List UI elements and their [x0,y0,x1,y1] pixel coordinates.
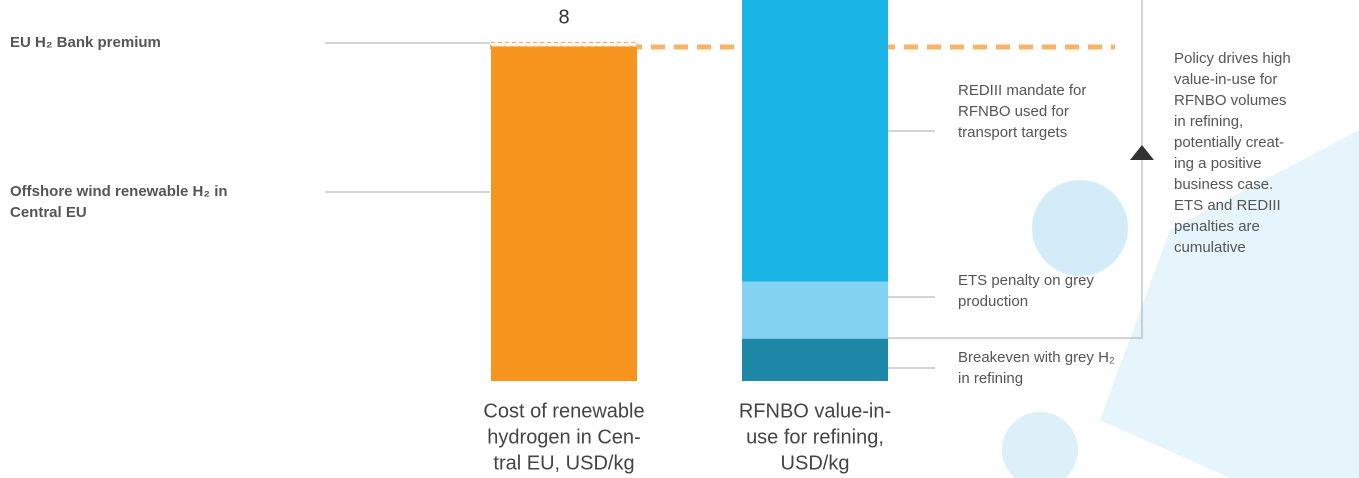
category-label: use for refining, [746,426,884,448]
category-label: USD/kg [781,452,850,474]
annotation-text: in refining, [1174,113,1243,130]
annotation-text: Policy drives high [1174,50,1291,67]
annotation-text: ETS and REDIII [1174,197,1281,214]
annotation-text: value-in-use for [1174,71,1277,88]
segment-label: REDIII mandate for RFNBO used for transp… [958,82,1087,141]
circle-decoration [1032,180,1128,276]
segment-label: ETS penalty on grey production [958,272,1094,310]
segment-label: EU H₂ Bank premium [10,34,161,51]
total-label: 8 [558,6,569,28]
category-label: tral EU, USD/kg [493,452,634,474]
annotation-text: penalties are [1174,218,1260,235]
bracket-line [888,0,1143,339]
category-label: RFNBO value-in- [739,400,891,422]
annotation-text: cumulative [1174,239,1246,256]
circle-decoration [1002,412,1078,478]
hexagon-shape [1100,130,1359,478]
category-label: Cost of renewable [483,400,644,422]
bar-segment [742,281,888,339]
annotation-text: ing a positive [1174,155,1262,172]
label-box: REDIII mandate for RFNBO used for transp… [958,82,1087,141]
category-label: hydrogen in Cen- [487,426,640,448]
bar-segment [742,338,888,381]
arrow-head [1130,145,1154,160]
segment-label: Offshore wind renewable H₂ in Central EU [10,183,228,221]
label-box: EU H₂ Bank premium [10,34,161,51]
label-box: Breakeven with grey H₂ in refining [958,349,1115,387]
annotation-text: RFNBO volumes [1174,92,1287,109]
annotation-text: potentially creat- [1174,134,1284,151]
bar-segment [491,46,637,382]
bar-segment [742,0,888,282]
annotation-text: business case. [1174,176,1273,193]
segment-label: Breakeven with grey H₂ in refining [958,349,1115,387]
background-decoration [1002,130,1359,478]
label-box: Offshore wind renewable H₂ in Central EU [10,183,228,221]
label-box: ETS penalty on grey production [958,272,1094,310]
bar-segment [490,41,638,48]
